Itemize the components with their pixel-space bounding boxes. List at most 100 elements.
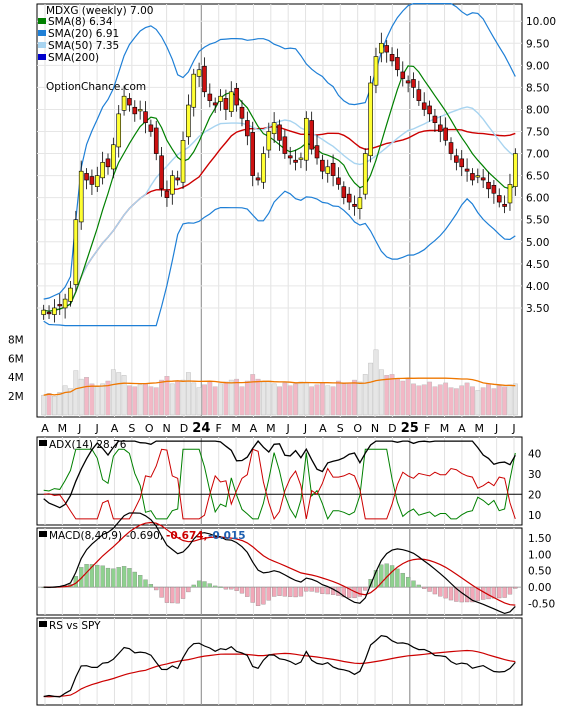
macd-histogram-bar bbox=[79, 567, 84, 588]
candle-body bbox=[330, 162, 336, 176]
candle-body bbox=[320, 159, 325, 172]
candle-body bbox=[325, 166, 331, 174]
x-tick-label: M bbox=[266, 422, 276, 435]
candle-body bbox=[164, 190, 170, 198]
candle-body bbox=[314, 145, 320, 159]
candle-body bbox=[271, 122, 277, 135]
volume-bar bbox=[384, 375, 390, 416]
main-panel-frame bbox=[36, 3, 523, 418]
candle-body bbox=[261, 153, 266, 183]
macd-y-tick-label: 0.50 bbox=[528, 566, 551, 578]
candle-body bbox=[513, 153, 518, 187]
macd-histogram-bar bbox=[266, 586, 271, 601]
adx-title: ADX(14) 28.76 bbox=[49, 439, 127, 451]
candle-body bbox=[282, 136, 288, 154]
macd-histogram-bar bbox=[111, 568, 116, 588]
volume-bar bbox=[400, 380, 406, 416]
macd-histogram-bar bbox=[475, 586, 480, 601]
volume-bar bbox=[266, 380, 272, 416]
y-tick-label: 5.50 bbox=[526, 215, 549, 227]
candle-body bbox=[287, 155, 293, 159]
volume-bar bbox=[127, 385, 132, 416]
volume-bar bbox=[121, 375, 127, 416]
x-tick-label: A bbox=[111, 422, 119, 435]
volume-bar bbox=[480, 387, 486, 416]
volume-bar bbox=[143, 383, 148, 416]
macd-histogram-bar bbox=[416, 584, 421, 588]
x-tick-label: M bbox=[231, 422, 241, 435]
macd-histogram-bar bbox=[379, 564, 384, 588]
volume-bar bbox=[84, 377, 89, 416]
y-tick-label: 7.00 bbox=[526, 149, 549, 161]
volume-bar bbox=[475, 390, 481, 416]
volume-bar bbox=[185, 372, 191, 416]
candle-body bbox=[234, 87, 239, 106]
x-tick-label: N bbox=[371, 422, 379, 435]
x-tick-label: J bbox=[494, 422, 498, 435]
adx-line bbox=[43, 440, 516, 509]
macd-histogram-bar bbox=[138, 575, 143, 588]
candle-body bbox=[94, 175, 100, 187]
x-tick-label: F bbox=[424, 422, 430, 435]
x-tick-label: J bbox=[77, 422, 81, 435]
macd-histogram-bar bbox=[507, 586, 513, 595]
macd-histogram-bar bbox=[234, 586, 239, 591]
volume-bar bbox=[496, 385, 502, 416]
x-tick-label: M bbox=[58, 422, 68, 435]
volume-bar bbox=[116, 372, 122, 416]
legend-label: SMA(8) 6.34 bbox=[48, 16, 113, 28]
volume-bars: 8M 6M 4M 2M bbox=[8, 334, 518, 416]
macd-histogram-bar bbox=[89, 564, 95, 588]
volume-bar bbox=[234, 378, 240, 416]
volume-bar bbox=[405, 378, 411, 416]
volume-bar bbox=[68, 388, 73, 416]
macd-histogram-bar bbox=[320, 586, 325, 594]
y-tick-label: 10.00 bbox=[526, 16, 556, 28]
candle-body bbox=[352, 203, 357, 207]
candle-body bbox=[68, 287, 73, 302]
candle-body bbox=[464, 168, 470, 172]
macd-histogram-bar bbox=[148, 584, 154, 588]
candles bbox=[41, 32, 518, 323]
adx-y-tick-label: 20 bbox=[528, 489, 541, 501]
candle-body bbox=[303, 117, 309, 161]
macd-panel-frame bbox=[36, 527, 523, 616]
macd-histogram-bar bbox=[513, 586, 518, 589]
macd-histogram-bar bbox=[229, 586, 234, 590]
volume-bar bbox=[486, 383, 491, 416]
adx-y-tick-label: 40 bbox=[528, 448, 541, 460]
candle-body bbox=[491, 185, 497, 194]
candle-body bbox=[228, 91, 234, 112]
candle-body bbox=[405, 80, 411, 84]
candle-body bbox=[207, 93, 213, 101]
volume-bar bbox=[341, 383, 347, 416]
watermark: OptionChance.com bbox=[46, 81, 146, 93]
volume-bar bbox=[330, 386, 336, 416]
candle-body bbox=[148, 124, 154, 132]
volume-bar bbox=[346, 382, 352, 416]
rs-title: RS vs SPY bbox=[49, 620, 101, 632]
candle-body bbox=[132, 106, 138, 115]
volume-bar bbox=[78, 378, 84, 416]
candle-body bbox=[346, 193, 352, 203]
macd-histogram-bar bbox=[95, 564, 100, 588]
macd-histogram-bar bbox=[395, 568, 400, 588]
macd-histogram-bar bbox=[464, 586, 470, 603]
macd-histogram-bar bbox=[470, 586, 475, 603]
volume-bar bbox=[448, 387, 454, 416]
volume-bar bbox=[73, 370, 79, 416]
macd-y-tick-label: 0.00 bbox=[528, 582, 551, 594]
macd-legend-swatch bbox=[39, 531, 47, 537]
volume-bar bbox=[159, 379, 164, 416]
candle-body bbox=[223, 98, 229, 110]
y-tick-label: 8.00 bbox=[526, 104, 549, 116]
macd-histogram-bar bbox=[368, 579, 373, 588]
macd-histogram-bar bbox=[239, 586, 245, 594]
volume-bar bbox=[459, 385, 465, 416]
macd-histogram-bar bbox=[255, 586, 261, 606]
volume-bar bbox=[336, 380, 341, 416]
macd-histogram-bar bbox=[405, 576, 411, 588]
volume-bar bbox=[207, 381, 213, 416]
candle-body bbox=[507, 184, 513, 204]
candle-body bbox=[127, 98, 132, 106]
